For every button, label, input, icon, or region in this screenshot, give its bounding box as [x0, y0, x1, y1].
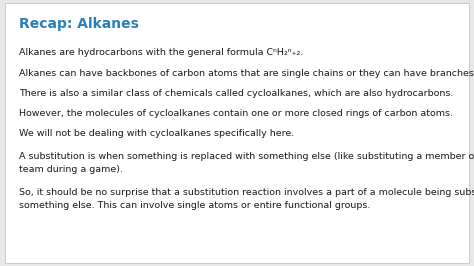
Text: We will not be dealing with cycloalkanes specifically here.: We will not be dealing with cycloalkanes… [19, 129, 294, 138]
Text: Alkanes can have backbones of carbon atoms that are single chains or they can ha: Alkanes can have backbones of carbon ato… [19, 69, 474, 78]
Text: team during a game).: team during a game). [19, 165, 123, 174]
Text: However, the molecules of cycloalkanes contain one or more closed rings of carbo: However, the molecules of cycloalkanes c… [19, 109, 453, 118]
FancyBboxPatch shape [5, 3, 469, 263]
Text: Recap: Alkanes: Recap: Alkanes [19, 17, 139, 31]
Text: Alkanes are hydrocarbons with the general formula CⁿH₂ⁿ₊₂.: Alkanes are hydrocarbons with the genera… [19, 48, 303, 57]
Text: So, it should be no surprise that a substitution reaction involves a part of a m: So, it should be no surprise that a subs… [19, 188, 474, 197]
Text: There is also a similar class of chemicals called cycloalkanes, which are also h: There is also a similar class of chemica… [19, 89, 453, 98]
Text: A substitution is when something is replaced with something else (like substitut: A substitution is when something is repl… [19, 152, 474, 161]
Text: something else. This can involve single atoms or entire functional groups.: something else. This can involve single … [19, 201, 370, 210]
